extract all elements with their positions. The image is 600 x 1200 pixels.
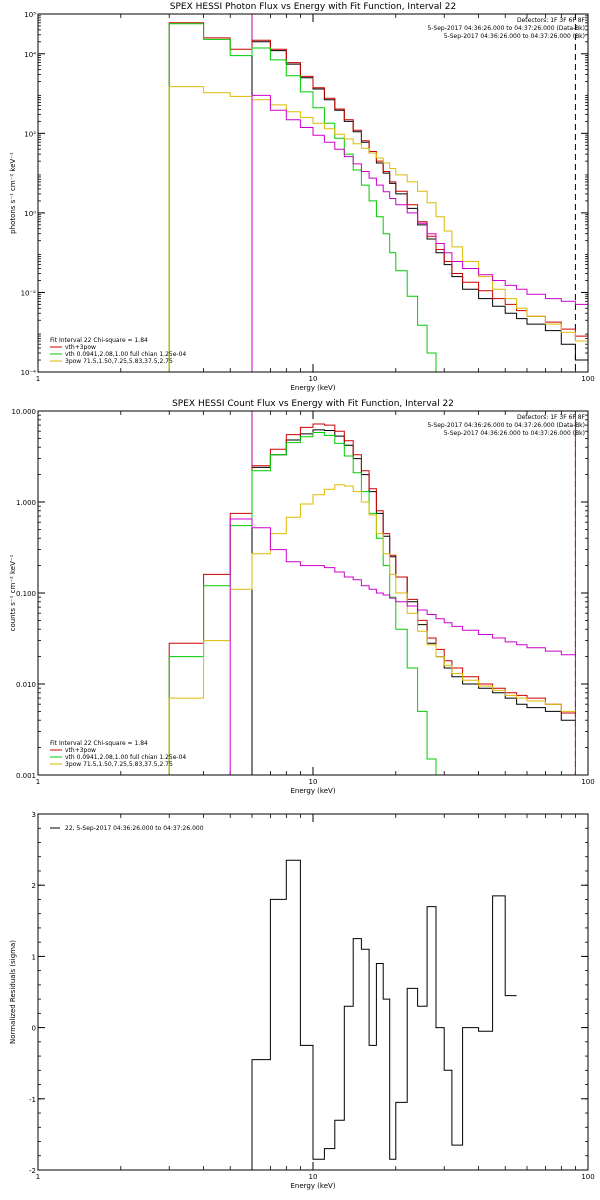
photon-flux-panel: SPEX HESSI Photon Flux vs Energy with Fi… xyxy=(9,2,595,392)
series-vth-3pow-line xyxy=(168,423,576,775)
x-tick-label: 1 xyxy=(36,375,40,383)
header-annotation: 5-Sep-2017 04:36:26.000 to 04:37:26.000 … xyxy=(427,422,585,429)
x-tick-label: 1 xyxy=(36,778,40,786)
x-axis-title: Energy (keV) xyxy=(290,1182,335,1190)
x-tick-label: 100 xyxy=(581,778,594,786)
series-22-line xyxy=(251,859,517,1170)
x-axis-title: Energy (keV) xyxy=(290,384,335,392)
count-flux-panel: SPEX HESSI Count Flux vs Energy with Fit… xyxy=(9,399,595,795)
series-vth-line xyxy=(168,432,452,776)
y-tick-label: 0 xyxy=(32,1025,36,1033)
series-3pow-line xyxy=(168,484,576,775)
y-tick-label: 10⁰ xyxy=(24,210,36,218)
panel-title: SPEX HESSI Count Flux vs Energy with Fit… xyxy=(172,399,454,409)
y-tick-label: 0.010 xyxy=(16,681,36,689)
y-tick-label: 10⁵ xyxy=(24,11,36,19)
y-tick-label: -1 xyxy=(29,1096,36,1104)
series-data-bk-line xyxy=(251,429,576,775)
legend-entry: vth 0.0941,2.08,1.00 full chian 1.25e-04 xyxy=(65,351,186,358)
header-annotation: 5-Sep-2017 04:36:26.000 to 04:37:26.000 … xyxy=(444,33,585,40)
header-annotation: 5-Sep-2017 04:36:26.000 to 04:37:26.000 … xyxy=(444,430,585,437)
y-tick-label: -2 xyxy=(29,1167,36,1175)
legend-entry: vth+3pow xyxy=(65,344,96,351)
series-vth-line xyxy=(168,23,445,373)
series-bk-line xyxy=(229,518,576,775)
legend-entry: vth+3pow xyxy=(65,747,96,754)
legend-entry: 3pow 71.5,1.50,7.25,5.83,37.5,2.75 xyxy=(65,358,173,365)
header-annotation: 5-Sep-2017 04:36:26.000 to 04:37:26.000 … xyxy=(427,25,585,32)
y-tick-label: 10⁻² xyxy=(21,289,37,297)
y-axis-title: counts s⁻¹ cm⁻² keV⁻¹ xyxy=(9,554,17,631)
x-tick-label: 1 xyxy=(36,1173,40,1181)
legend-entry: vth 0.0941,2.08,1.00 full chian 1.25e-04 xyxy=(65,754,186,761)
y-tick-label: 2 xyxy=(32,882,36,890)
y-axis-title: Normalized Residuals (sigma) xyxy=(9,940,17,1044)
y-tick-label: 10² xyxy=(24,130,36,138)
y-tick-label: 3 xyxy=(32,811,36,819)
x-tick-label: 10 xyxy=(309,375,318,383)
x-axis-title: Energy (keV) xyxy=(290,787,335,795)
series-3pow-line xyxy=(168,86,588,372)
x-tick-label: 100 xyxy=(581,1173,594,1181)
series-bk-line xyxy=(251,94,588,372)
y-tick-label: 10.000 xyxy=(12,408,37,416)
plot-frame xyxy=(37,813,589,1171)
plot-frame xyxy=(37,13,589,373)
legend-entry: 3pow 71.5,1.50,7.25,5.83,37.5,2.75 xyxy=(65,761,173,768)
series-vth-3pow-line xyxy=(168,22,588,372)
x-tick-label: 10 xyxy=(309,778,318,786)
series-data-bk-line xyxy=(251,41,588,372)
x-tick-label: 100 xyxy=(581,375,594,383)
y-tick-label: 10⁻⁴ xyxy=(21,369,37,377)
y-axis-title: photons s⁻¹ cm⁻² keV⁻¹ xyxy=(9,152,17,234)
header-annotation: Detectors: 1F 3F 6F 8F xyxy=(517,17,586,24)
legend-entry: Fit Interval 22 Chi-square = 1.84 xyxy=(50,740,148,747)
header-annotation: Detectors: 1F 3F 6F 8F xyxy=(517,414,586,421)
y-tick-label: 1 xyxy=(32,953,36,961)
y-tick-label: 1.000 xyxy=(16,499,36,507)
legend-entry: 22, 5-Sep-2017 04:36:26.000 to 04:37:26.… xyxy=(65,825,204,832)
plot-frame xyxy=(37,410,589,776)
y-tick-label: 0.001 xyxy=(16,772,36,780)
x-tick-label: 10 xyxy=(309,1173,318,1181)
y-tick-label: 10⁴ xyxy=(24,51,36,59)
residuals-panel: 1 10 100 -2 -1 0 1 2 3 Energy (keV) Normalized Res… xyxy=(9,811,595,1190)
y-tick-label: 0.100 xyxy=(16,590,36,598)
panel-title: SPEX HESSI Photon Flux vs Energy with Fi… xyxy=(170,2,456,12)
legend-entry: Fit Interval 22 Chi-square = 1.84 xyxy=(50,337,148,344)
